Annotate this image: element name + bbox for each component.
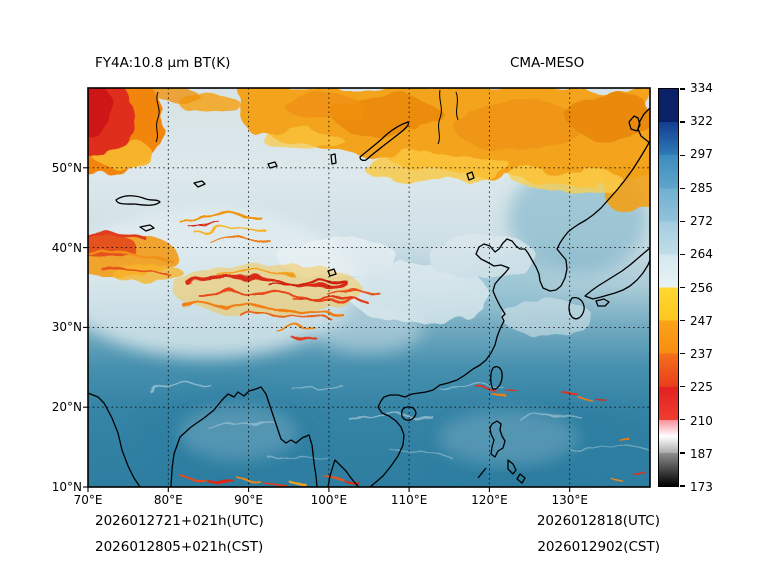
northern-cold-cloud-layer bbox=[154, 88, 650, 214]
colorbar-tick-mark bbox=[680, 319, 685, 322]
plot-title-right: CMA-MESO bbox=[510, 55, 585, 71]
plot-title-left: FY4A:10.8 μm BT(K) bbox=[95, 55, 231, 71]
axis-tick-marks bbox=[83, 167, 571, 492]
y-tick-label: 20°N bbox=[51, 400, 82, 415]
colorbar-tick-mark bbox=[680, 353, 685, 355]
colorbar-ticks: 334 322 297 285 272 264 256 247 237 225 210 187 173 bbox=[690, 81, 738, 494]
colorbar-tick-label: 187 bbox=[690, 446, 713, 461]
colorbar bbox=[658, 88, 685, 487]
y-axis-ticks: 50°N 40°N 30°N 20°N 10°N bbox=[0, 88, 82, 494]
y-tick-label: 10°N bbox=[51, 480, 82, 494]
timestamp-obs-cst: 2026012805+021h(CST) bbox=[95, 539, 264, 555]
cold-core-blob bbox=[88, 88, 164, 175]
map-canvas bbox=[83, 87, 651, 492]
plateau-streak-cloud-layer bbox=[88, 213, 381, 339]
y-tick-label: 40°N bbox=[51, 240, 82, 255]
coastlines bbox=[88, 89, 650, 487]
colorbar-gradient bbox=[659, 89, 678, 486]
colorbar-tick-mark bbox=[680, 452, 685, 454]
x-tick-label: 110°E bbox=[390, 493, 428, 507]
colorbar-tick-mark bbox=[680, 154, 685, 156]
x-axis-ticks: 70°E 80°E 90°E 100°E 110°E 120°E 130°E bbox=[74, 493, 650, 509]
timestamp-valid-cst: 2026012902(CST) bbox=[537, 539, 660, 555]
scattered-convection-layer bbox=[181, 386, 648, 486]
x-tick-label: 120°E bbox=[471, 493, 508, 507]
colorbar-tick-mark bbox=[680, 88, 685, 90]
colorbar-tick-label: 256 bbox=[690, 280, 713, 295]
map-area bbox=[83, 87, 651, 492]
colorbar-tick-label: 210 bbox=[690, 413, 713, 428]
timestamp-valid-utc: 2026012818(UTC) bbox=[536, 513, 660, 529]
colorbar-tick-label: 285 bbox=[690, 180, 713, 195]
colorbar-tick-label: 173 bbox=[690, 480, 713, 494]
footer-left: 2026012721+021h(UTC) 2026012805+021h(CST… bbox=[95, 508, 264, 560]
colorbar-tick-mark bbox=[680, 187, 685, 189]
colorbar-tick-mark bbox=[680, 386, 685, 388]
x-tick-label: 90°E bbox=[234, 493, 263, 507]
colorbar-tick-label: 225 bbox=[690, 380, 713, 395]
colorbar-tick-label: 334 bbox=[690, 81, 713, 95]
colorbar-tick-label: 297 bbox=[690, 147, 713, 162]
marine-haze-layer bbox=[178, 405, 578, 466]
x-tick-label: 130°E bbox=[551, 493, 588, 507]
colorbar-tick-mark bbox=[680, 121, 685, 123]
colorbar-tick-mark bbox=[680, 253, 685, 255]
x-tick-label: 80°E bbox=[153, 493, 183, 507]
colorbar-tick-mark bbox=[680, 419, 685, 421]
map-border bbox=[87, 87, 651, 488]
footer-right: 2026012818(UTC) 2026012902(CST) bbox=[537, 508, 660, 560]
colorbar-tick-mark bbox=[680, 286, 685, 289]
x-tick-label: 70°E bbox=[73, 493, 103, 507]
grid-lines bbox=[88, 88, 650, 487]
x-tick-label: 100°E bbox=[310, 493, 348, 507]
colorbar-tick-mark bbox=[680, 485, 685, 487]
colorbar-tick-label: 264 bbox=[690, 247, 713, 262]
timestamp-obs-utc: 2026012721+021h(UTC) bbox=[95, 513, 264, 529]
colorbar-tick-label: 272 bbox=[690, 213, 713, 228]
colorbar-tick-mark bbox=[680, 220, 685, 222]
y-tick-label: 50°N bbox=[51, 160, 82, 175]
colorbar-tick-label: 247 bbox=[690, 313, 713, 328]
colorbar-tick-label: 237 bbox=[690, 346, 713, 361]
colorbar-tick-label: 322 bbox=[690, 114, 713, 129]
y-tick-label: 30°N bbox=[51, 320, 82, 335]
